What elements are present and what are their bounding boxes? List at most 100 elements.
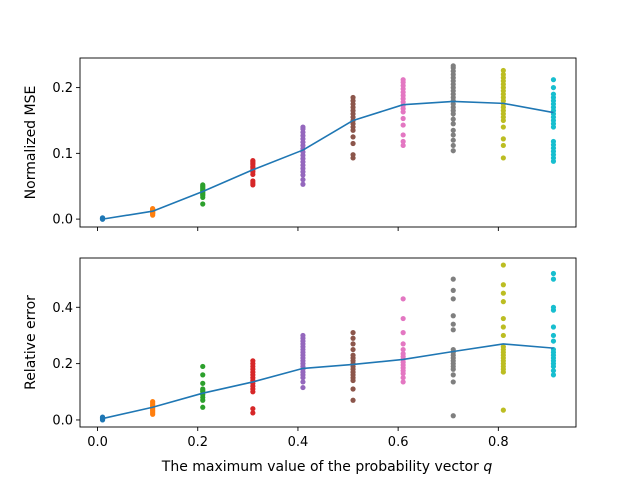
x-tick-label-3: 0.6 xyxy=(388,435,409,450)
data-point-group7-1 xyxy=(450,379,456,385)
data-point-group8-1 xyxy=(500,142,506,149)
axes-frame xyxy=(79,257,577,428)
data-point-group1-9 xyxy=(150,399,156,405)
data-point-group7-2 xyxy=(450,372,456,378)
data-point-group6-1 xyxy=(400,375,406,381)
data-point-group5-3 xyxy=(350,134,356,140)
data-point-group2-9 xyxy=(200,363,206,370)
x-axis-label: The maximum value of the probability vec… xyxy=(161,459,493,475)
top-panel-normalized-mse: 0.0 0.1 0.2 Normalized MSE xyxy=(23,57,577,231)
data-point-group9-10 xyxy=(550,332,557,339)
y-tick-label-1: 0.1 xyxy=(52,147,73,162)
data-point-group7-14 xyxy=(450,296,456,302)
data-point-group8-15 xyxy=(500,290,506,296)
data-point-group5-15 xyxy=(350,330,356,336)
data-point-group7-0 xyxy=(450,413,456,419)
data-point-group8-14 xyxy=(500,299,506,305)
data-point-group9-17 xyxy=(550,91,557,97)
data-point-group9-0 xyxy=(550,372,557,378)
data-point-group2-0 xyxy=(200,404,206,410)
data-point-group5-14 xyxy=(350,94,356,101)
x-tick-label-1: 0.2 xyxy=(187,435,208,450)
data-point-group6-1 xyxy=(400,138,406,145)
data-point-group7-5 xyxy=(450,121,456,127)
data-point-group9-14 xyxy=(550,276,557,282)
data-point-group6-3 xyxy=(400,122,406,128)
data-point-group9-1 xyxy=(550,368,557,374)
data-point-group8-3 xyxy=(500,124,506,130)
data-point-group6-14 xyxy=(400,296,406,302)
data-point-group5-0 xyxy=(350,397,356,403)
y-axis-label: Relative error xyxy=(23,295,39,390)
data-point-group8-2 xyxy=(500,136,506,142)
data-point-group7-15 xyxy=(450,287,456,293)
data-point-group3-13 xyxy=(250,358,256,364)
data-point-group2-7 xyxy=(200,380,206,386)
data-point-group9-6 xyxy=(550,138,557,145)
data-point-group8-11 xyxy=(500,332,506,339)
data-point-group3-1 xyxy=(250,406,256,412)
data-point-group7-4 xyxy=(450,127,456,133)
data-point-group7-13 xyxy=(450,313,456,319)
data-point-group4-1 xyxy=(300,379,306,385)
data-point-group7-11 xyxy=(450,327,456,333)
data-point-group5-12 xyxy=(350,346,356,353)
data-point-group3-11 xyxy=(250,157,256,164)
data-point-group4-17 xyxy=(300,124,306,130)
mean-line xyxy=(102,100,554,220)
x-tick-label-4: 0.8 xyxy=(488,435,509,450)
data-point-group9-13 xyxy=(550,304,557,310)
data-point-group2-8 xyxy=(200,372,206,378)
x-tick-label-2: 0.4 xyxy=(288,435,309,450)
data-point-group6-4 xyxy=(400,115,406,122)
data-point-group5-1 xyxy=(350,152,356,158)
y-tick-label-1: 0.2 xyxy=(52,357,73,372)
data-point-group3-0 xyxy=(250,410,256,416)
data-point-group9-9 xyxy=(550,338,557,344)
data-point-group8-18 xyxy=(500,71,506,78)
data-point-group5-2 xyxy=(350,140,356,147)
data-point-group7-3 xyxy=(450,132,456,138)
data-point-group2-0 xyxy=(200,201,206,207)
mean-line xyxy=(102,343,554,420)
data-point-group8-16 xyxy=(500,282,506,288)
data-point-group4-1 xyxy=(300,177,306,183)
data-point-group2-10 xyxy=(200,182,206,188)
x-tick-label-0: 0.0 xyxy=(87,435,108,450)
data-point-group9-19 xyxy=(550,77,557,83)
data-point-group6-0 xyxy=(400,142,406,149)
data-point-group7-2 xyxy=(450,137,456,143)
data-point-group5-11 xyxy=(350,352,356,358)
data-point-group6-10 xyxy=(400,346,406,353)
data-point-group8-0 xyxy=(500,155,506,161)
y-tick-label-0: 0.0 xyxy=(52,413,73,428)
y-tick-label-0: 0.0 xyxy=(52,213,73,228)
data-point-group5-14 xyxy=(350,335,356,341)
data-point-group5-1 xyxy=(350,386,356,392)
data-point-group6-15 xyxy=(400,77,406,83)
data-point-group8-10 xyxy=(500,344,506,350)
data-point-group4-17 xyxy=(300,332,306,339)
data-point-group8-19 xyxy=(500,67,506,74)
data-point-group7-0 xyxy=(450,148,456,154)
data-point-group4-0 xyxy=(300,384,306,391)
data-point-group7-6 xyxy=(450,116,456,122)
data-point-group7-1 xyxy=(450,142,456,149)
data-point-group8-13 xyxy=(500,315,506,322)
data-point-group8-17 xyxy=(500,262,506,268)
data-point-group8-12 xyxy=(500,324,506,330)
data-point-group6-13 xyxy=(400,315,406,322)
data-point-group5-13 xyxy=(350,341,356,347)
data-point-group6-0 xyxy=(400,379,406,385)
data-point-group6-11 xyxy=(400,341,406,347)
y-tick-label-2: 0.4 xyxy=(52,301,73,316)
data-point-group4-0 xyxy=(300,181,306,187)
data-point-group6-9 xyxy=(400,351,406,357)
y-axis-label: Normalized MSE xyxy=(23,86,39,200)
bottom-panel-relative-error: 0.0 0.2 0.4 0.6 0.8 0.0 0.2 0.4 Relative error xyxy=(23,257,577,450)
data-point-group6-12 xyxy=(400,330,406,336)
data-point-group8-0 xyxy=(500,407,506,413)
data-point-group9-15 xyxy=(550,270,557,277)
data-point-group6-2 xyxy=(400,132,406,138)
